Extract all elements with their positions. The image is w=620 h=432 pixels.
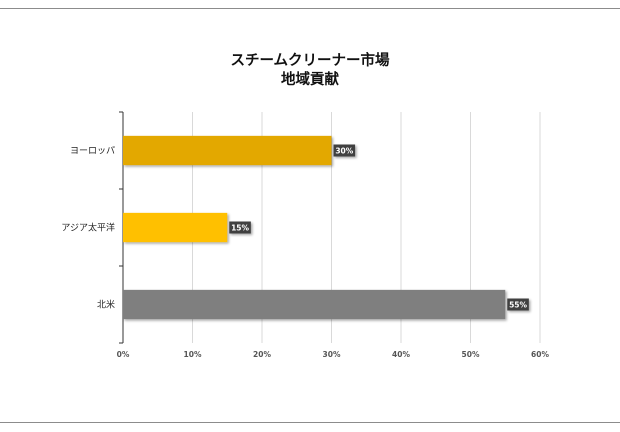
y-tick-label: ヨーロッパ xyxy=(70,146,115,157)
x-tick-label: 30% xyxy=(323,350,341,359)
bottom-divider xyxy=(0,422,620,423)
data-label-box xyxy=(333,144,356,157)
chart-title: スチームクリーナー市場 xyxy=(230,53,390,69)
bar xyxy=(123,289,506,320)
x-tick-label: 0% xyxy=(117,350,130,359)
bar xyxy=(123,135,332,166)
x-tick-label: 40% xyxy=(392,350,410,359)
top-divider xyxy=(0,8,620,9)
y-tick-label: アジア太平洋 xyxy=(61,222,115,234)
x-tick-label: 20% xyxy=(253,350,271,359)
data-label-box xyxy=(229,221,251,234)
chart-subtitle: 地域貢献 xyxy=(281,72,339,88)
x-tick-label: 10% xyxy=(184,350,202,359)
data-label: 15% xyxy=(231,224,249,233)
data-label-box xyxy=(507,298,529,311)
x-tick-label: 60% xyxy=(531,350,549,359)
data-label: 55% xyxy=(509,301,527,310)
x-tick-label: 50% xyxy=(462,350,480,359)
y-tick-label: 北米 xyxy=(97,299,115,311)
data-label: 30% xyxy=(335,147,353,156)
bar xyxy=(123,212,228,243)
